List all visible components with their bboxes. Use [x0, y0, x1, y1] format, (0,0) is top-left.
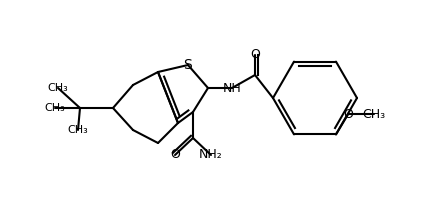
Text: CH₃: CH₃	[68, 125, 88, 135]
Text: NH₂: NH₂	[199, 149, 223, 162]
Text: CH₃: CH₃	[363, 108, 386, 121]
Text: S: S	[184, 58, 193, 72]
Text: O: O	[250, 48, 260, 61]
Text: NH: NH	[223, 82, 242, 95]
Text: O: O	[343, 108, 353, 121]
Text: CH₃: CH₃	[48, 83, 69, 93]
Text: CH₃: CH₃	[45, 103, 65, 113]
Text: O: O	[170, 149, 180, 162]
